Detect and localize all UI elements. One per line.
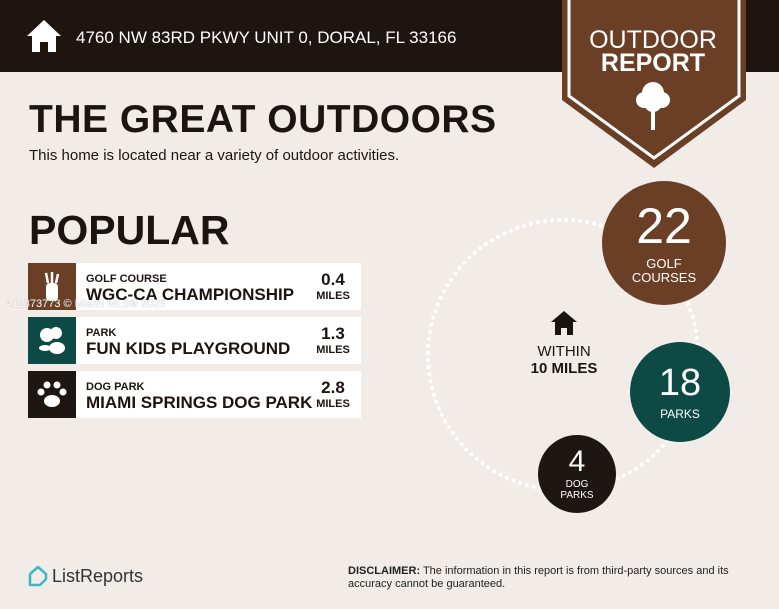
item-name: WGC-CA CHAMPIONSHIP bbox=[86, 285, 295, 304]
radius-line2: 10 MILES bbox=[530, 360, 598, 377]
disclaimer: DISCLAIMER: The information in this repo… bbox=[348, 565, 768, 591]
item-distance: 0.4 MILES bbox=[313, 270, 353, 304]
count-label: DOG bbox=[565, 479, 589, 490]
count-label: PARKS bbox=[560, 490, 594, 501]
count-value: 4 bbox=[568, 445, 586, 478]
count-label: PARKS bbox=[660, 407, 700, 421]
trees-icon bbox=[28, 317, 76, 364]
radius-line1: WITHIN bbox=[537, 343, 591, 360]
tree-icon bbox=[636, 82, 670, 130]
item-name: FUN KIDS PLAYGROUND bbox=[86, 339, 291, 358]
logo-text: ListReports bbox=[52, 565, 144, 586]
page-subtitle: This home is located near a variety of o… bbox=[29, 147, 400, 164]
distance-value: 0.4 bbox=[321, 270, 345, 289]
count-label: COURSES bbox=[631, 270, 697, 285]
item-name: MIAMI SPRINGS DOG PARK bbox=[86, 393, 313, 412]
home-icon bbox=[551, 311, 577, 335]
badge-line1: OUTDOOR bbox=[589, 26, 717, 54]
item-distance: 1.3 MILES bbox=[313, 324, 353, 358]
parks-count-circle: 18 PARKS bbox=[630, 342, 730, 442]
golf-bag-icon bbox=[28, 263, 76, 310]
address: 4760 NW 83RD PKWY UNIT 0, DORAL, FL 3316… bbox=[76, 28, 457, 47]
count-label: GOLF bbox=[646, 256, 682, 271]
page-title: THE GREAT OUTDOORS bbox=[29, 98, 497, 141]
distance-unit: MILES bbox=[316, 344, 350, 356]
popular-heading: POPULAR bbox=[29, 207, 230, 253]
watermark: A11873773 © Miami MLS® 2025 bbox=[5, 298, 166, 310]
disclaimer-label: DISCLAIMER: bbox=[348, 565, 421, 577]
dog-parks-count-circle: 4 DOG PARKS bbox=[538, 435, 616, 513]
item-category: PARK bbox=[86, 327, 117, 339]
list-item: GOLF COURSE WGC-CA CHAMPIONSHIP 0.4 MILES bbox=[28, 263, 361, 310]
radius-label: WITHIN 10 MILES bbox=[514, 343, 614, 377]
listreports-logo: ListReports bbox=[28, 565, 143, 587]
disclaimer-text: The information in this report is from t… bbox=[348, 565, 729, 590]
distance-value: 2.8 bbox=[321, 378, 345, 397]
listreports-logo-icon bbox=[28, 565, 48, 587]
list-item: PARK FUN KIDS PLAYGROUND 1.3 MILES bbox=[28, 317, 361, 364]
count-value: 22 bbox=[636, 198, 692, 254]
home-icon bbox=[27, 20, 61, 52]
outdoor-report-badge bbox=[562, 0, 746, 168]
list-item: DOG PARK MIAMI SPRINGS DOG PARK 2.8 MILES bbox=[28, 371, 361, 418]
item-distance: 2.8 MILES bbox=[313, 378, 353, 412]
distance-unit: MILES bbox=[316, 398, 350, 410]
count-value: 18 bbox=[658, 362, 702, 404]
item-category: DOG PARK bbox=[86, 381, 145, 393]
distance-unit: MILES bbox=[316, 290, 350, 302]
distance-value: 1.3 bbox=[321, 324, 345, 343]
item-category: GOLF COURSE bbox=[86, 273, 167, 285]
golf-count-circle: 22 GOLF COURSES bbox=[602, 181, 726, 305]
badge-line2: REPORT bbox=[600, 49, 706, 77]
paw-icon bbox=[28, 371, 76, 418]
